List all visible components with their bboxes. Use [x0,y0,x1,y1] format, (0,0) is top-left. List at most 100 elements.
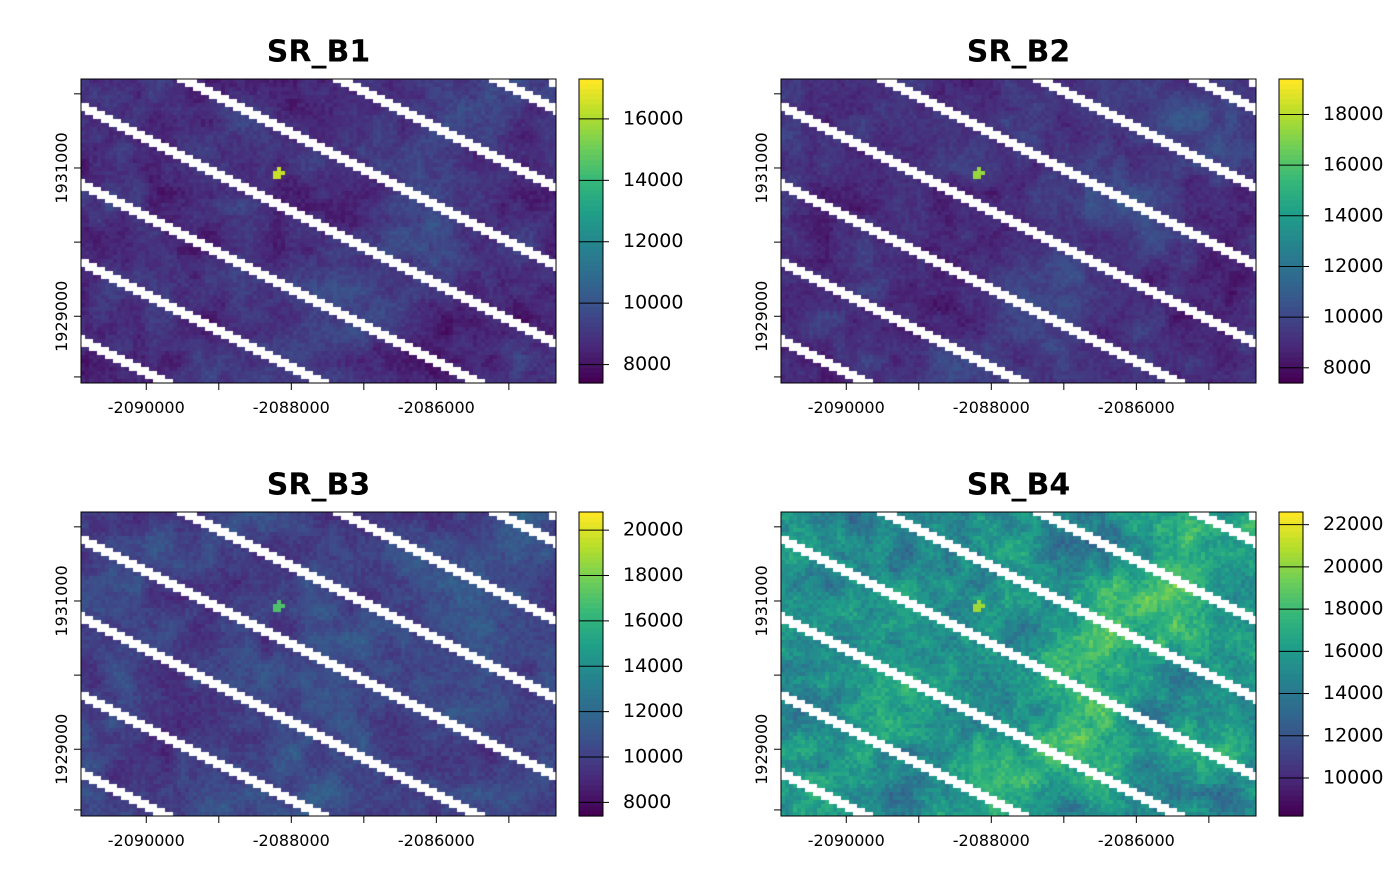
colorbar-segment [579,679,603,685]
colorbar-segment [579,261,603,268]
colorbar-segment [1279,225,1303,232]
colorbar-tick-label: 22000 [1323,513,1383,535]
colorbar-segment [579,547,603,554]
colorbar-segment [1279,608,1303,614]
colorbar-tick-label: 14000 [1323,204,1383,226]
colorbar-segment [579,800,603,807]
colorbar-segment [1279,251,1303,257]
colorbar-segment [1279,704,1303,711]
colorbar-segment [579,805,603,812]
colorbar-segment [579,633,603,640]
colorbar-segment [1279,567,1303,574]
colorbar-segment [579,307,603,313]
colorbar-segment [1279,517,1303,523]
colorbar-segment [1279,170,1303,176]
colorbar-segment [1279,658,1303,665]
colorbar-segment [579,734,603,741]
colorbar-segment [579,317,603,323]
colorbar-segment [1279,719,1303,726]
colorbar-frame [578,78,604,384]
panel-title: SR_B1 [267,35,370,70]
colorbar-segment [579,149,603,156]
colorbar-segment [1279,638,1303,645]
colorbar-segment [579,352,603,359]
colorbar-segment [1279,241,1303,247]
colorbar-segment [1279,271,1303,278]
colorbar-segment [579,241,603,247]
colorbar-segment [1279,694,1303,701]
x-tick-label: -2090000 [808,831,885,850]
plot-frame [80,511,557,817]
colorbar-segment [579,770,603,777]
colorbar-segment [1279,160,1303,166]
colorbar-segment [1279,669,1303,675]
colorbar-segment [579,231,603,237]
panel-sr-b3: SR_B3 -2090000 -2088000 -2086000 1929000 1931… [52,468,683,851]
colorbar-tick-label: 10000 [623,292,683,314]
colorbar-segment [579,271,603,278]
colorbar-segment [579,256,603,262]
colorbar-segment [1279,332,1303,338]
plot-frame [780,78,1257,384]
x-tick-label: -2090000 [108,398,185,417]
colorbar-segment [579,342,603,349]
colorbar-segment [579,210,603,217]
colorbar-segment [579,765,603,771]
colorbar-segment [579,372,603,379]
colorbar-segment [1279,165,1303,171]
colorbar-segment [1279,745,1303,751]
colorbar-segment [579,785,603,792]
plot-frame [780,511,1257,817]
colorbar-segment [1279,149,1303,156]
colorbar-segment [1279,84,1303,90]
colorbar-segment [579,699,603,706]
x-tick-label: -2090000 [808,398,885,417]
colorbar-segment [579,99,603,105]
colorbar-segment [579,537,603,543]
colorbar-segment [579,84,603,90]
colorbar-tick-label: 10000 [623,746,683,768]
colorbar-tick-label: 12000 [1323,255,1383,277]
colorbar-segment [579,286,603,293]
colorbar-tick-label: 12000 [623,700,683,722]
colorbar-segment [579,251,603,257]
colorbar-frame [578,511,604,817]
colorbar-segment [1279,527,1303,533]
colorbar-segment [1279,236,1303,242]
colorbar-segment [1279,613,1303,619]
colorbar-segment [579,322,603,328]
colorbar-segment [1279,765,1303,771]
colorbar-segment [579,139,603,146]
colorbar-segment [579,205,603,212]
colorbar-segment [1279,104,1303,110]
colorbar-segment [1279,572,1303,579]
x-tick-label: -2086000 [1098,831,1175,850]
colorbar-segment [579,301,603,308]
colorbar-segment [579,119,603,126]
colorbar-segment [1279,684,1303,690]
colorbar-segment [579,124,603,131]
panel-title: SR_B3 [267,468,370,503]
colorbar-segment [1279,372,1303,379]
colorbar-segment [1279,266,1303,273]
colorbar-segment [1279,653,1303,660]
colorbar-segment [579,790,603,797]
colorbar-segment [1279,175,1303,181]
raster-image [81,79,556,383]
colorbar-segment [579,281,603,288]
colorbar-segment [579,775,603,782]
colorbar-segment [579,332,603,338]
colorbar-tick-label: 16000 [623,107,683,129]
colorbar-segment [579,643,603,650]
colorbar-segment [1279,542,1303,549]
colorbar-tick-label: 10000 [1323,767,1383,789]
colorbar-segment [579,327,603,333]
colorbar-segment [1279,327,1303,333]
colorbar-segment [1279,674,1303,680]
colorbar-segment [1279,276,1303,283]
colorbar-segment [579,522,603,528]
colorbar-segment [579,532,603,538]
colorbar-segment [1279,750,1303,756]
colorbar-segment [579,296,603,303]
